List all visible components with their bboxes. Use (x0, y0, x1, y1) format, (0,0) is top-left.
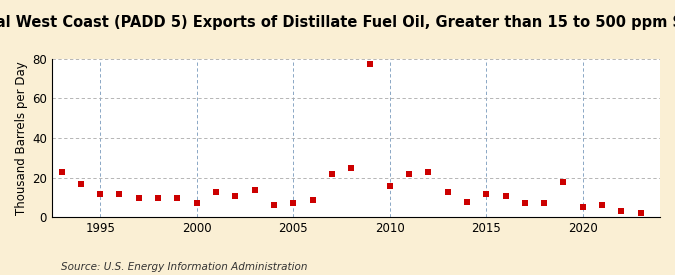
Point (114, 191, 125, 196)
Point (288, 201, 298, 206)
Point (539, 201, 549, 206)
Point (384, 183, 395, 188)
Point (520, 201, 531, 206)
Point (404, 172, 414, 176)
Point (423, 169, 434, 174)
Point (269, 203, 279, 208)
Point (211, 189, 221, 194)
Point (191, 201, 202, 206)
Point (462, 199, 472, 204)
Point (577, 205, 588, 210)
Point (558, 180, 569, 184)
Point (346, 166, 356, 170)
Point (442, 189, 453, 194)
Text: Annual West Coast (PADD 5) Exports of Distillate Fuel Oil, Greater than 15 to 50: Annual West Coast (PADD 5) Exports of Di… (0, 15, 675, 30)
Point (365, 62, 376, 67)
Text: Source: U.S. Energy Information Administration: Source: U.S. Energy Information Administ… (61, 262, 307, 272)
Point (327, 172, 338, 176)
Point (481, 191, 491, 196)
Point (134, 195, 144, 200)
Point (56, 169, 67, 174)
Point (307, 197, 318, 202)
Point (95, 191, 105, 196)
Point (249, 187, 260, 192)
Point (635, 211, 646, 216)
Point (597, 203, 608, 208)
Y-axis label: Thousand Barrels per Day: Thousand Barrels per Day (15, 61, 28, 215)
Point (500, 193, 511, 198)
Point (230, 193, 241, 198)
Point (153, 195, 163, 200)
Point (616, 209, 627, 214)
Point (76, 182, 86, 186)
Point (172, 195, 183, 200)
